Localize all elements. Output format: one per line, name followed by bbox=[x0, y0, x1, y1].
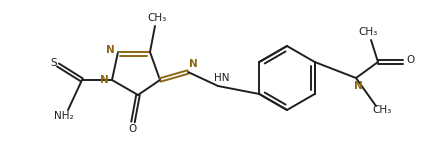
Text: CH₃: CH₃ bbox=[358, 27, 378, 37]
Text: NH₂: NH₂ bbox=[54, 111, 74, 121]
Text: N: N bbox=[106, 45, 114, 55]
Text: N: N bbox=[354, 81, 363, 91]
Text: O: O bbox=[129, 124, 137, 134]
Text: N: N bbox=[189, 59, 197, 69]
Text: HN: HN bbox=[214, 73, 230, 83]
Text: CH₃: CH₃ bbox=[147, 13, 167, 23]
Text: S: S bbox=[51, 58, 57, 68]
Text: CH₃: CH₃ bbox=[372, 105, 391, 115]
Text: N: N bbox=[99, 75, 108, 85]
Text: O: O bbox=[407, 55, 415, 65]
